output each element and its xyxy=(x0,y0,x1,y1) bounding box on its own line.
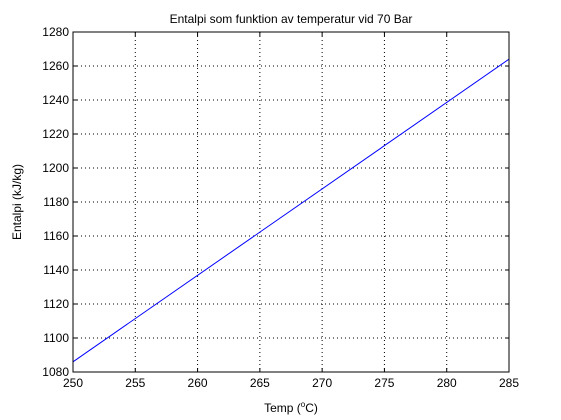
y-tick-label: 1120 xyxy=(43,297,69,311)
chart-title: Entalpi som funktion av temperatur vid 7… xyxy=(170,12,413,26)
y-axis-label: Entalpi (kJ/kg) xyxy=(10,164,24,240)
tick-marks xyxy=(72,31,510,373)
x-tick-label: 255 xyxy=(125,376,145,390)
x-axis-label-superscript: o xyxy=(301,400,306,409)
x-axis-label-suffix: C) xyxy=(305,401,318,415)
plot-area xyxy=(73,32,509,372)
y-tick-label: 1100 xyxy=(43,331,69,345)
y-tick-label: 1280 xyxy=(42,25,69,39)
series-layer xyxy=(72,58,510,363)
x-tick-label: 250 xyxy=(63,376,83,390)
y-tick-label: 1180 xyxy=(43,195,69,209)
x-tick-label: 260 xyxy=(188,376,208,390)
y-tick-label: 1220 xyxy=(42,127,69,141)
x-axis-label: Temp (oC) xyxy=(264,400,318,415)
x-axis-label-prefix: Temp ( xyxy=(264,401,301,415)
series-line xyxy=(72,58,510,363)
x-tick-label: 265 xyxy=(250,376,270,390)
y-tick-label: 1260 xyxy=(42,59,69,73)
tick-labels: 250 255 260 265 270 275 280 285 1080 1100 1120 1140… xyxy=(42,25,519,390)
x-tick-label: 285 xyxy=(499,376,519,390)
y-tick-label: 1200 xyxy=(42,161,69,175)
x-tick-label: 275 xyxy=(374,376,394,390)
y-tick-label: 1240 xyxy=(42,93,69,107)
y-tick-label: 1140 xyxy=(43,263,69,277)
x-tick-label: 270 xyxy=(312,376,332,390)
x-tick-label: 280 xyxy=(437,376,457,390)
y-tick-label: 1080 xyxy=(42,365,69,379)
grid xyxy=(73,32,509,372)
y-tick-label: 1160 xyxy=(43,229,69,243)
